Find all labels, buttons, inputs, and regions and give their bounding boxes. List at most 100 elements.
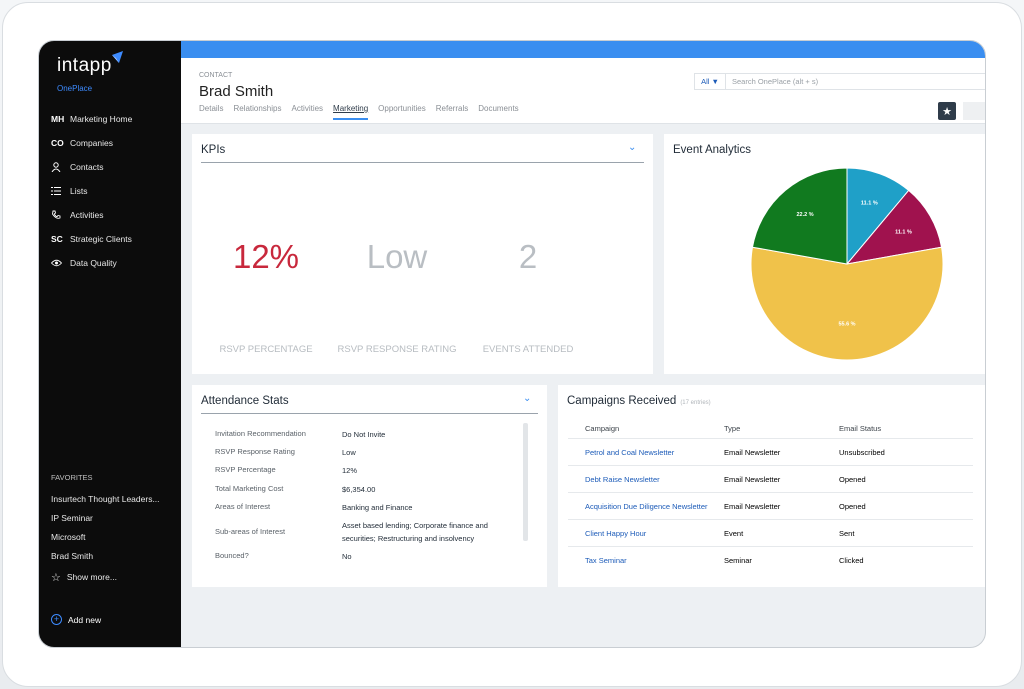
stat-label: Sub-areas of Interest <box>215 527 286 536</box>
campaigns-title-text: Campaigns Received <box>567 395 677 407</box>
pie-slice[interactable] <box>750 246 944 361</box>
favorite-item[interactable]: Microsoft <box>51 531 86 542</box>
sidebar-item-marketing-home[interactable]: MH Marketing Home <box>51 107 179 131</box>
kpi-rsvp-percentage-value: 12% <box>232 238 300 275</box>
star-outline-icon: ☆ <box>51 571 61 584</box>
stat-value: Low <box>342 448 356 457</box>
favorites-heading: FAVORITES <box>51 473 93 482</box>
stat-row: RSVP Percentage 12% <box>215 465 492 478</box>
stat-value: Banking and Finance <box>342 503 413 512</box>
stat-value: $6,354.00 <box>342 485 376 494</box>
pie-slice-label: 11.1 % <box>861 201 878 207</box>
tab-marketing[interactable]: Marketing <box>333 104 369 120</box>
campaign-status: Clicked <box>839 556 864 565</box>
campaign-status: Opened <box>839 475 866 484</box>
campaigns-title: Campaigns Received (17 entries) <box>567 395 711 407</box>
header-action-button[interactable] <box>963 102 985 120</box>
column-header-email-status[interactable]: Email Status <box>839 424 882 433</box>
column-header-type[interactable]: Type <box>724 424 741 433</box>
record-tabs: Details Relationships Activities Marketi… <box>199 104 519 120</box>
search-bar: All ▼ <box>694 73 985 90</box>
campaign-link[interactable]: Tax Seminar <box>585 556 627 565</box>
sidebar-item-strategic-clients[interactable]: SC Strategic Clients <box>51 227 179 251</box>
sidebar-nav: MH Marketing Home CO Companies Contacts … <box>51 107 179 275</box>
event-analytics-card: Event Analytics 11.1 % 11.1 % 55.6 % 22.2 % <box>664 134 985 374</box>
stat-value: 12% <box>342 466 358 475</box>
stat-row: Invitation Recommendation Do Not Invite <box>215 429 492 442</box>
sc-icon: SC <box>51 234 63 244</box>
table-row: Tax Seminar Seminar Clicked <box>568 546 973 573</box>
campaigns-card: Campaigns Received (17 entries) Campaign … <box>558 385 985 587</box>
add-new-label: Add new <box>68 614 102 625</box>
sidebar-item-lists[interactable]: Lists <box>51 179 179 203</box>
campaign-type: Event <box>724 529 744 538</box>
favorite-item[interactable]: IP Seminar <box>51 512 93 523</box>
stat-row: Areas of Interest Banking and Finance <box>215 502 492 515</box>
scrollbar[interactable] <box>523 423 528 541</box>
campaign-type: Seminar <box>724 556 752 565</box>
campaign-link[interactable]: Client Happy Hour <box>585 529 647 538</box>
stat-row: RSVP Response Rating Low <box>215 447 492 460</box>
pie-slice[interactable] <box>846 167 910 266</box>
attendance-stats-card: Attendance Stats ⌄ Invitation Recommenda… <box>192 385 547 587</box>
subbrand-label: OnePlace <box>57 84 93 93</box>
show-more-link[interactable]: ☆ Show more... <box>51 565 179 589</box>
kpi-rsvp-rating-label: RSVP RESPONSE RATING <box>337 344 457 355</box>
sidebar-item-data-quality[interactable]: Data Quality <box>51 251 179 275</box>
table-row: Debt Raise Newsletter Email Newsletter O… <box>568 465 973 492</box>
divider <box>201 413 538 414</box>
campaign-type: Email Newsletter <box>724 475 781 484</box>
stat-value: Do Not Invite <box>342 430 386 439</box>
stat-label: Areas of Interest <box>215 502 271 511</box>
eye-icon <box>51 259 70 267</box>
sidebar-item-label: Marketing Home <box>70 114 133 124</box>
tab-opportunities[interactable]: Opportunities <box>378 104 426 113</box>
pie-slice[interactable] <box>845 189 943 265</box>
favorites-list: Insurtech Thought Leaders... IP Seminar … <box>51 489 179 589</box>
add-new-button[interactable]: + Add new <box>51 614 101 625</box>
search-scope-dropdown[interactable]: All ▼ <box>695 74 726 89</box>
sidebar-item-label: Contacts <box>70 162 104 172</box>
favorite-item[interactable]: Insurtech Thought Leaders... <box>51 493 160 504</box>
divider <box>201 162 644 163</box>
column-header-campaign[interactable]: Campaign <box>585 424 620 433</box>
kpis-card: KPIs ⌄ 12% RSVP PERCENTAGE Low RSVP RESP… <box>192 134 653 374</box>
campaign-link[interactable]: Petrol and Coal Newsletter <box>585 448 675 457</box>
sidebar-item-activities[interactable]: Activities <box>51 203 179 227</box>
table-row: Petrol and Coal Newsletter Email Newslet… <box>568 438 973 465</box>
record-header: CONTACT Brad Smith Details Relationships… <box>181 58 985 124</box>
sidebar-item-companies[interactable]: CO Companies <box>51 131 179 155</box>
tab-details[interactable]: Details <box>199 104 224 113</box>
tab-activities[interactable]: Activities <box>291 104 324 113</box>
stat-label: RSVP Response Rating <box>215 447 295 456</box>
tab-documents[interactable]: Documents <box>478 104 519 113</box>
campaign-type: Email Newsletter <box>724 502 781 511</box>
tab-relationships[interactable]: Relationships <box>233 104 282 113</box>
campaign-link[interactable]: Acquisition Due Diligence Newsletter <box>585 502 708 511</box>
campaign-link[interactable]: Debt Raise Newsletter <box>585 475 660 484</box>
campaign-status: Sent <box>839 529 855 538</box>
table-row: Acquisition Due Diligence Newsletter Ema… <box>568 492 973 519</box>
tab-referrals[interactable]: Referrals <box>435 104 469 113</box>
top-accent-bar <box>181 41 985 58</box>
chevron-down-icon[interactable]: ⌄ <box>628 142 637 153</box>
favorite-star-button[interactable]: ★ <box>938 102 956 120</box>
show-more-label: Show more... <box>66 572 117 582</box>
sidebar: intapp OnePlace MH Marketing Home CO Com… <box>39 41 181 647</box>
entries-count: (17 entries) <box>680 400 711 406</box>
sidebar-item-label: Strategic Clients <box>70 234 132 244</box>
event-pie-chart: 11.1 % 11.1 % 55.6 % 22.2 % <box>750 167 944 361</box>
attendance-title: Attendance Stats <box>201 395 289 407</box>
stat-value: Asset based lending; Corporate finance a… <box>342 521 488 543</box>
pie-slice-label: 55.6 % <box>838 322 855 328</box>
plus-circle-icon: + <box>51 614 62 625</box>
kpi-rsvp-percentage-label: RSVP PERCENTAGE <box>219 344 313 355</box>
chevron-down-icon[interactable]: ⌄ <box>523 393 532 404</box>
search-input[interactable] <box>726 77 981 86</box>
pie-slice[interactable] <box>751 167 848 265</box>
favorite-item[interactable]: Brad Smith <box>51 550 94 561</box>
phone-icon <box>51 210 70 220</box>
sidebar-item-contacts[interactable]: Contacts <box>51 155 179 179</box>
sidebar-item-label: Lists <box>70 186 88 196</box>
stat-label: Invitation Recommendation <box>215 429 306 438</box>
